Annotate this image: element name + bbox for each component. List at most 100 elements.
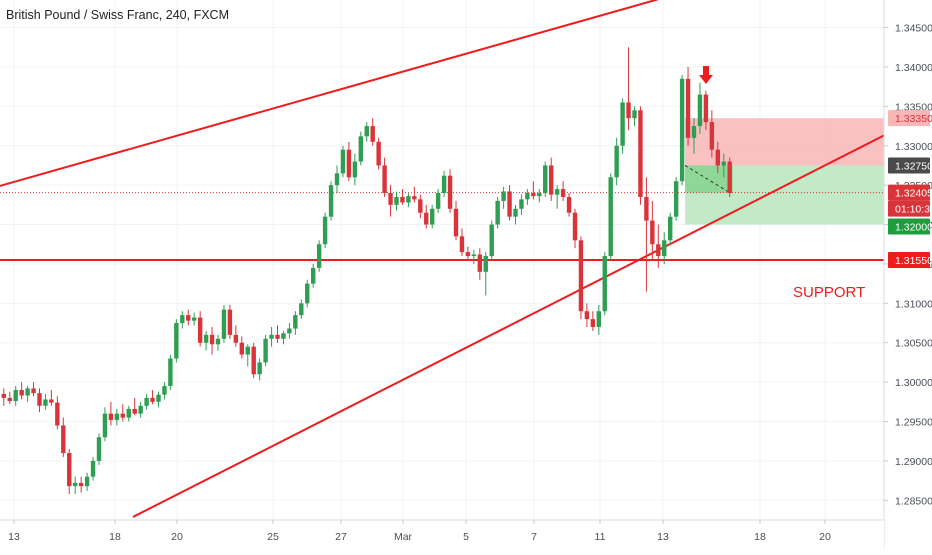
candle-body [590, 319, 596, 327]
candle-body [459, 236, 465, 253]
candle-body [662, 240, 667, 257]
entry-price-label: 1.32750 [895, 160, 932, 172]
candle-body [245, 346, 250, 355]
candle-body [501, 191, 506, 201]
price-tick-label: 1.34500 [895, 23, 932, 35]
stop-loss-label-bg [888, 110, 930, 127]
candle-body [73, 482, 78, 487]
position-path [684, 165, 730, 194]
candle-body [388, 193, 393, 205]
candle-body [19, 390, 24, 396]
candle-body [162, 386, 167, 395]
candle-body [632, 110, 637, 119]
time-tick-label: 20 [171, 531, 183, 543]
candle-body [311, 267, 316, 284]
support-price-label: 1.31550 [895, 255, 932, 267]
time-tick-label: 27 [335, 531, 347, 543]
candle-body [406, 196, 411, 203]
candle-body [596, 311, 601, 327]
candle-body [477, 254, 482, 272]
candle-body [126, 408, 131, 418]
candle-body [650, 220, 655, 245]
candle-body [1, 393, 6, 398]
candle-body [233, 334, 239, 343]
candle-body [412, 196, 417, 200]
candle-body [328, 185, 334, 217]
candle-body [418, 199, 423, 213]
candle-body [156, 394, 161, 402]
price-tick-label: 1.28500 [895, 495, 932, 507]
candle-body [275, 334, 280, 339]
candle-body [203, 334, 209, 343]
candle-body [495, 200, 500, 225]
current-price-label: 1.32405 [895, 188, 932, 200]
candle-body [114, 413, 120, 420]
price-tick-label: 1.30000 [895, 377, 932, 389]
entry-price-label-bg [888, 157, 930, 174]
candle-body [715, 149, 720, 166]
time-tick-label: 7 [531, 531, 537, 543]
candle-body [483, 256, 488, 272]
candle-body [43, 399, 48, 406]
take-profit-label-bg [888, 218, 930, 235]
candle-body [626, 102, 631, 119]
candle-body [382, 165, 387, 194]
lower-channel-line [132, 126, 901, 518]
candle-body [221, 309, 227, 339]
candle-body [673, 181, 679, 217]
candle-body [453, 208, 459, 237]
support-price-label-bg [888, 252, 930, 268]
time-tick-label: 5 [463, 531, 469, 543]
candle-body [549, 165, 554, 195]
candle-body [150, 397, 155, 402]
candle-body [78, 482, 84, 487]
candle-body [465, 252, 471, 257]
candle-body [531, 193, 536, 197]
candle-body [13, 390, 18, 402]
candle-body [37, 393, 42, 406]
candle-body [215, 338, 221, 345]
candle-body [543, 165, 548, 194]
position-zones [684, 118, 884, 225]
candle-body [209, 334, 215, 345]
support-annotation: SUPPORT [793, 284, 865, 301]
candle-body [471, 254, 477, 257]
candle-body [334, 173, 340, 186]
candle-body [447, 175, 453, 209]
candle-body [61, 425, 66, 454]
candle-body [197, 317, 203, 343]
candle-body [394, 196, 399, 205]
candle-body [614, 145, 619, 178]
candle-body [31, 388, 36, 394]
candle-body [513, 208, 518, 217]
countdown-label: 01:10:35 [895, 204, 932, 216]
candles [1, 47, 732, 494]
candle-body [67, 453, 72, 487]
candle-body [370, 126, 375, 142]
profit-progress-zone [685, 165, 733, 193]
candle-body [703, 94, 709, 123]
candle-body [96, 437, 102, 461]
candle-body [174, 323, 179, 359]
candle-body [186, 315, 191, 321]
candle-body [299, 303, 304, 316]
candle-body [49, 399, 54, 403]
price-tick-label: 1.29500 [895, 417, 932, 429]
candle-body [644, 196, 649, 221]
candle-body [638, 110, 643, 197]
candle-body [435, 193, 441, 209]
candle-body [55, 402, 60, 426]
candle-body [25, 388, 30, 396]
candle-body [144, 397, 149, 406]
candle-body [84, 476, 90, 487]
candle-body [269, 334, 274, 339]
price-tick-label: 1.31000 [895, 298, 932, 310]
candle-body [430, 208, 435, 225]
down-arrow-icon [699, 66, 713, 84]
candle-body [102, 413, 108, 438]
candle-body [709, 122, 715, 150]
countdown-label-bg [888, 200, 930, 217]
